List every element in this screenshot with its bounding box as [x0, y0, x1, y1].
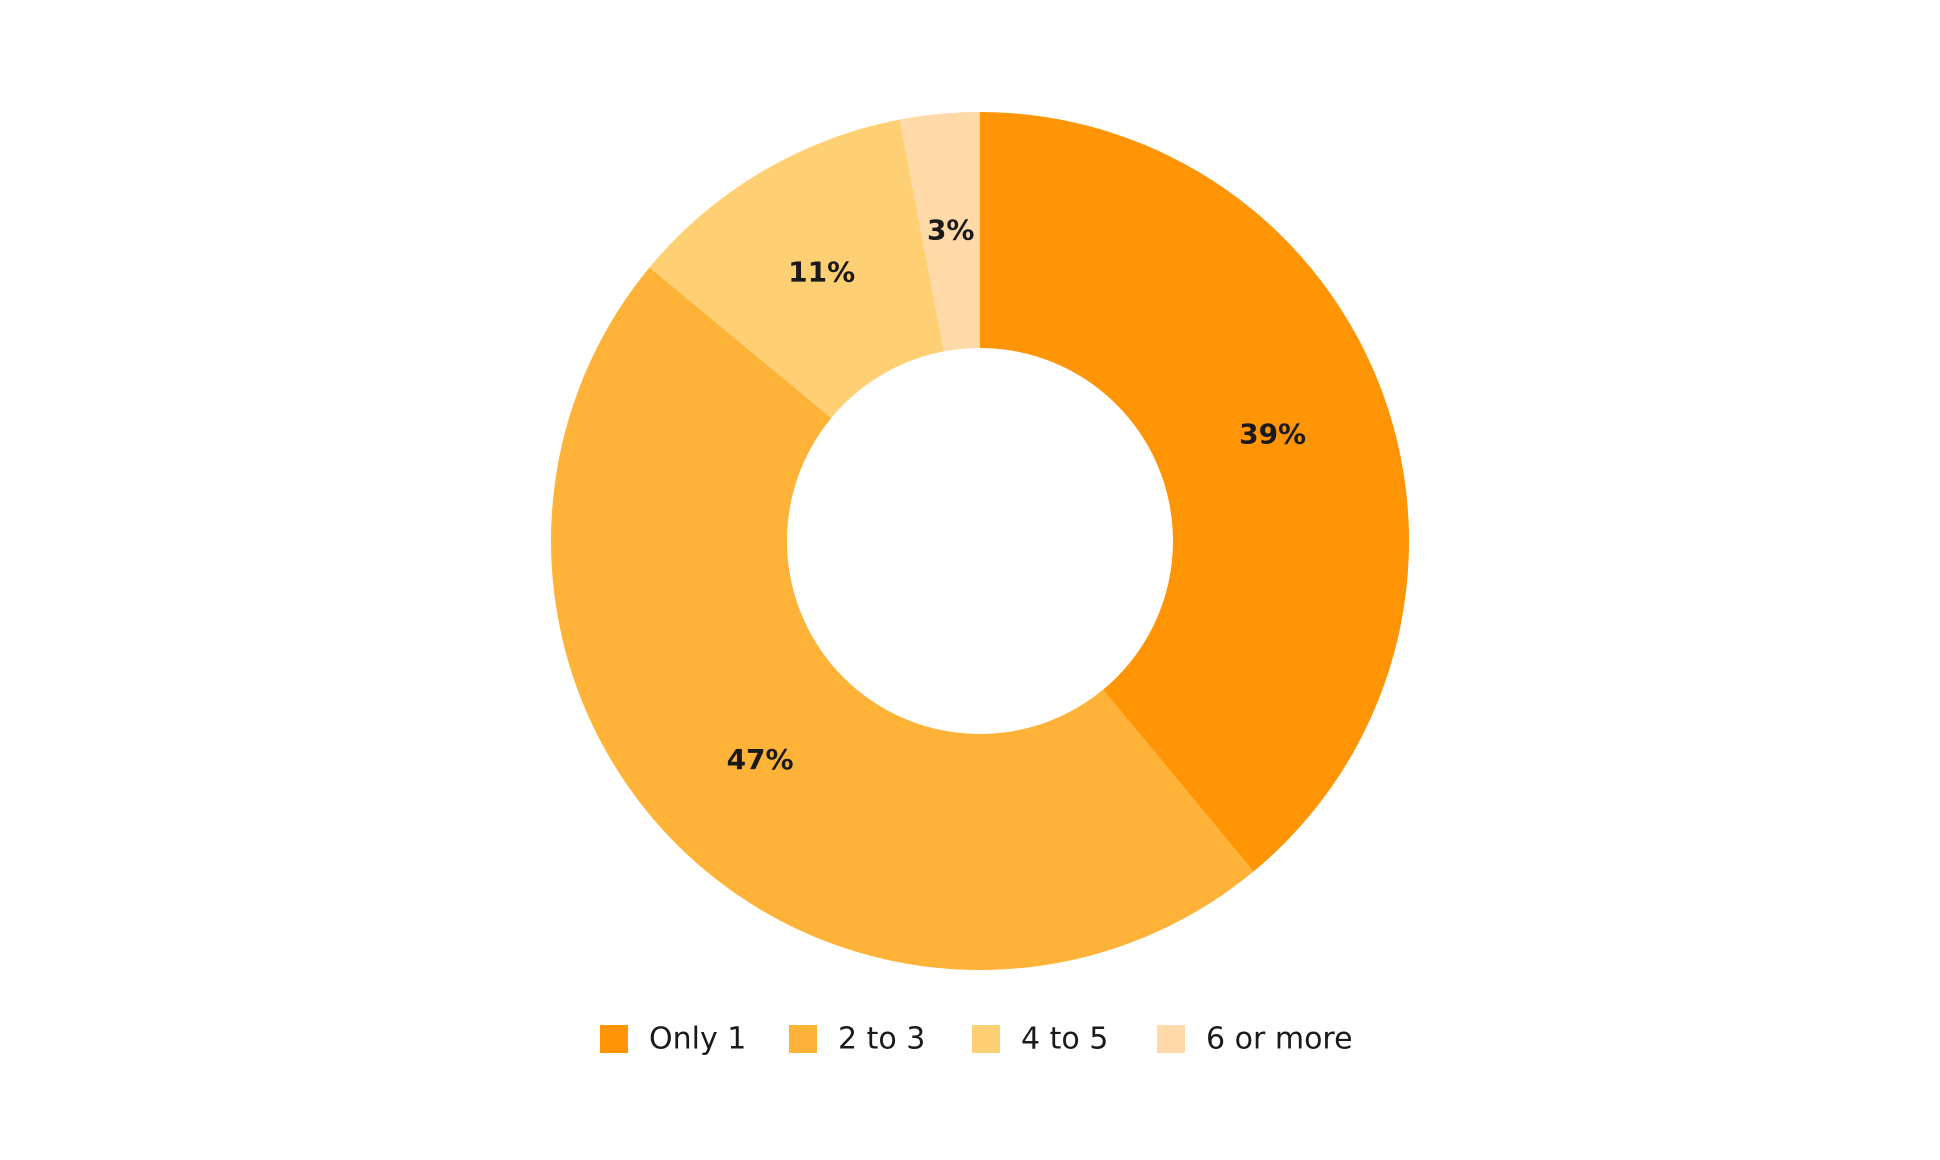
legend-swatch [600, 1025, 628, 1053]
legend-label: Only 1 [649, 1022, 746, 1057]
legend-label: 6 or more [1206, 1022, 1353, 1057]
legend-swatch [972, 1025, 1000, 1053]
legend-swatch [1157, 1025, 1185, 1053]
value-label: 47% [727, 743, 794, 776]
donut-slice [551, 267, 1254, 970]
value-label: 11% [788, 255, 855, 288]
donut-slice [649, 119, 944, 418]
legend-label: 2 to 3 [838, 1022, 925, 1057]
legend-swatch [789, 1025, 817, 1053]
value-label: 3% [927, 213, 975, 246]
donut-slice [899, 112, 980, 352]
legend-label: 4 to 5 [1021, 1022, 1108, 1057]
value-label: 39% [1239, 418, 1306, 451]
donut-slice [980, 112, 1409, 872]
